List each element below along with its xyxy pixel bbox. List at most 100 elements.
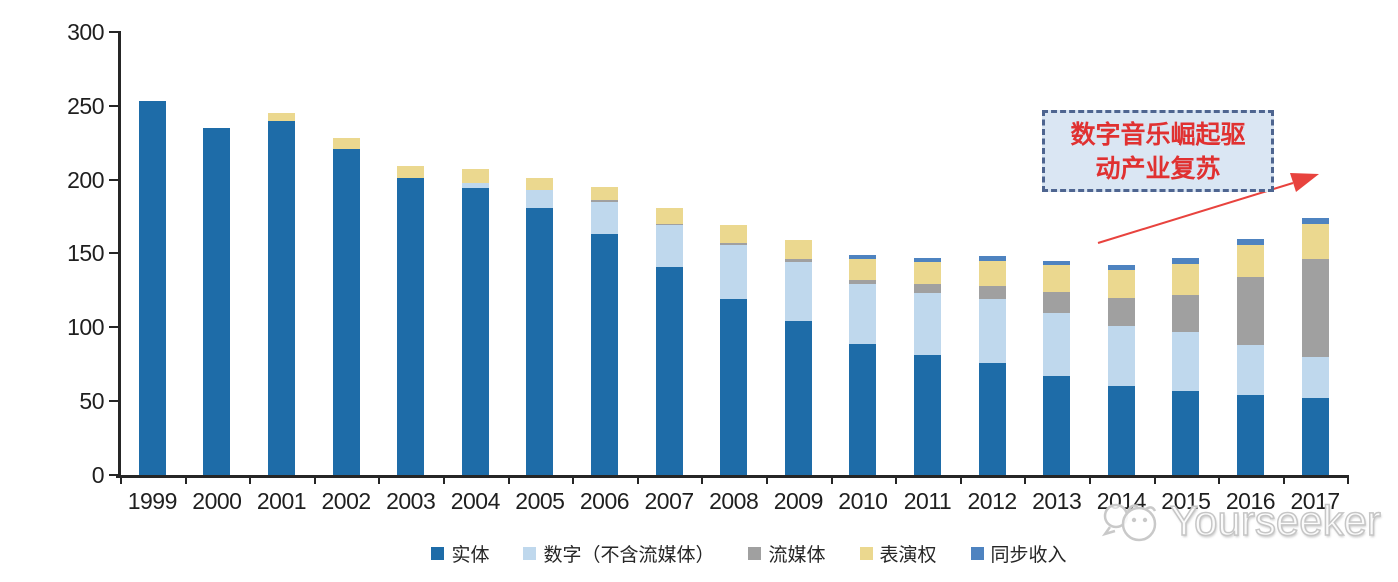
bar-segment-physical-2014 [1107, 386, 1135, 475]
x-tick [1282, 475, 1285, 484]
y-axis-line [118, 31, 121, 478]
x-tick-label-2007: 2007 [644, 488, 695, 514]
y-tick-label-150: 150 [67, 240, 104, 267]
legend-label-physical: 实体 [451, 545, 490, 566]
annotation-text-line2: 动产业复苏 [1095, 155, 1221, 183]
bar-segment-physical-2012 [978, 363, 1006, 475]
x-tick-label-2008: 2008 [709, 488, 759, 514]
bar-segment-physical-2008 [720, 299, 748, 475]
legend-item-physical: 实体 [431, 540, 489, 567]
bar-segment-physical-2007 [655, 267, 683, 475]
y-tick-150 [109, 252, 118, 255]
legend-item-digital-excl-streaming: 数字（不含流媒体） [523, 540, 714, 567]
legend-swatch-sync-revenue [970, 547, 984, 560]
bar-segment-digital-excl-streaming-2010 [849, 284, 877, 344]
bar-segment-physical-2001 [268, 121, 295, 475]
bar-segment-physical-1999 [138, 101, 166, 475]
bar-segment-streaming-2007 [655, 224, 683, 225]
y-tick-label-0: 0 [91, 462, 105, 488]
x-tick [766, 475, 768, 484]
legend-swatch-digital-excl-streaming [523, 547, 537, 560]
x-tick-label-2005: 2005 [515, 488, 565, 514]
bar-segment-performance-rights-2007 [655, 208, 683, 224]
bar-segment-digital-excl-streaming-2009 [784, 262, 812, 321]
bar-segment-streaming-2017 [1301, 259, 1329, 357]
legend-item-streaming: 流媒体 [748, 540, 826, 567]
bar-segment-performance-rights-2015 [1172, 264, 1200, 295]
bar-segment-digital-excl-streaming-2013 [1043, 313, 1071, 376]
bar-segment-physical-2010 [849, 344, 877, 475]
bar-segment-streaming-2008 [720, 243, 748, 245]
bar-segment-performance-rights-2008 [720, 225, 748, 243]
bar-segment-digital-excl-streaming-2006 [591, 202, 618, 234]
bar-segment-digital-excl-streaming-2008 [720, 245, 748, 299]
bar-segment-physical-2004 [461, 188, 489, 475]
y-tick-label-250: 250 [67, 92, 104, 119]
bar-segment-physical-2006 [591, 234, 618, 475]
watermark-text: Yourseeker [1169, 496, 1381, 545]
bar-segment-physical-2005 [526, 208, 554, 475]
x-tick-label-2006: 2006 [579, 488, 630, 514]
bar-segment-physical-2002 [332, 149, 360, 475]
x-tick [443, 475, 445, 484]
bar-segment-sync-revenue-2013 [1043, 261, 1071, 265]
x-tick [378, 475, 381, 484]
bar-segment-sync-revenue-2016 [1237, 239, 1264, 245]
bar-segment-digital-excl-streaming-2017 [1301, 357, 1329, 398]
x-tick [1347, 475, 1350, 484]
bar-segment-streaming-2016 [1237, 277, 1264, 345]
legend: 实体 数字（不含流媒体） 流媒体 表演权 同步收入 [120, 540, 1378, 567]
y-tick-label-200: 200 [67, 166, 104, 193]
bar-segment-physical-2017 [1301, 398, 1329, 475]
x-tick [1089, 475, 1091, 484]
legend-swatch-streaming [748, 547, 762, 560]
bar-segment-performance-rights-2001 [268, 113, 295, 121]
y-tick-0 [109, 474, 118, 476]
y-tick-100 [109, 326, 118, 329]
bar-segment-sync-revenue-2012 [978, 256, 1006, 261]
legend-label-performance-rights: 表演权 [879, 545, 937, 566]
bar-segment-digital-excl-streaming-2016 [1237, 345, 1264, 395]
x-tick [120, 475, 122, 484]
y-tick-300 [109, 30, 118, 33]
watermark: Yourseeker [1094, 494, 1382, 548]
bar-segment-digital-excl-streaming-2012 [978, 299, 1006, 363]
bar-segment-physical-2016 [1237, 395, 1264, 475]
x-tick [830, 475, 833, 484]
y-tick-label-50: 50 [79, 388, 104, 415]
bar-segment-performance-rights-2010 [849, 259, 877, 280]
x-tick [1153, 475, 1156, 484]
x-tick-label-2001: 2001 [256, 488, 307, 514]
bar-segment-physical-2011 [914, 355, 941, 475]
x-tick [1218, 475, 1221, 484]
x-tick-label-2016: 2016 [1225, 488, 1276, 514]
annotation-callout: 数字音乐崛起驱 动产业复苏 [1042, 110, 1274, 192]
bar-segment-streaming-2011 [914, 284, 941, 293]
bar-segment-digital-excl-streaming-2005 [526, 190, 554, 208]
x-tick [184, 475, 187, 484]
bar-segment-physical-2013 [1043, 376, 1071, 475]
bar-segment-digital-excl-streaming-2014 [1107, 326, 1135, 386]
bar-segment-streaming-2014 [1107, 298, 1135, 326]
bar-segment-performance-rights-2002 [332, 138, 360, 149]
x-tick-label-2013: 2013 [1032, 488, 1082, 514]
bar-segment-sync-revenue-2017 [1301, 218, 1329, 224]
x-tick-label-2003: 2003 [386, 488, 436, 514]
bar-segment-sync-revenue-2015 [1172, 258, 1200, 264]
bar-segment-digital-excl-streaming-2015 [1172, 332, 1200, 391]
x-tick-label-2000: 2000 [192, 488, 242, 514]
x-tick [1024, 475, 1027, 484]
x-tick [507, 475, 510, 484]
bar-segment-sync-revenue-2014 [1107, 265, 1135, 270]
bar-segment-digital-excl-streaming-2007 [655, 225, 683, 267]
legend-label-streaming: 流媒体 [768, 545, 826, 566]
bar-segment-streaming-2012 [978, 286, 1006, 299]
y-tick-250 [109, 104, 118, 107]
x-tick-label-1999: 1999 [127, 488, 178, 514]
bar-segment-sync-revenue-2010 [849, 255, 877, 259]
x-tick-label-2015: 2015 [1161, 488, 1211, 514]
legend-label-digital-excl-streaming: 数字（不含流媒体） [543, 545, 715, 566]
bar-segment-performance-rights-2005 [526, 178, 554, 190]
bar-segment-physical-2015 [1172, 391, 1200, 475]
